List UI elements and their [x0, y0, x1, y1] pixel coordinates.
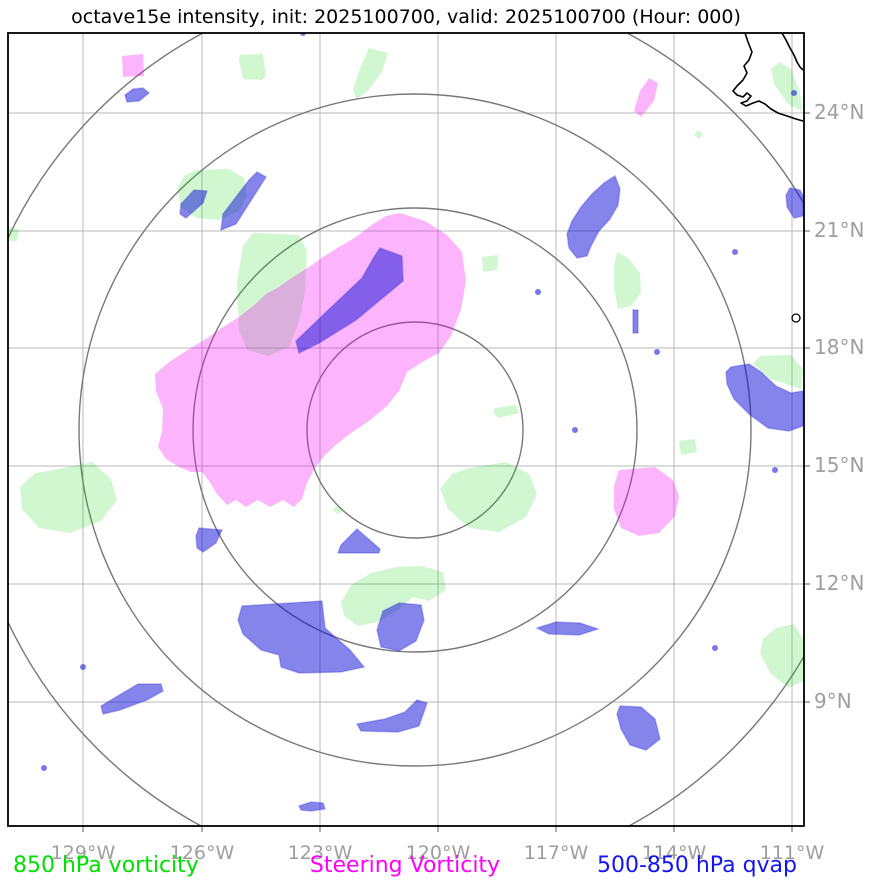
green-patch: [440, 462, 537, 532]
x-tick-label: 111°W: [759, 842, 825, 864]
blue-dot: [791, 90, 797, 96]
blue-dot: [80, 664, 86, 670]
green-patch: [760, 624, 803, 688]
blue-dot: [41, 765, 47, 771]
magenta-patch: [614, 467, 679, 536]
blue-dots: [41, 33, 797, 771]
coastline-path: [781, 33, 804, 71]
plot-border: [7, 32, 805, 827]
blue-patch: [100, 683, 164, 715]
y-tick-label: 12°N: [814, 570, 865, 595]
blue-patch: [295, 247, 404, 355]
blue-patch: [632, 309, 639, 334]
y-tick-label: 18°N: [814, 334, 865, 359]
magenta-patch: [122, 54, 144, 77]
y-tick-label: 15°N: [814, 452, 865, 477]
range-ring: [78, 93, 752, 767]
blue-patch: [725, 363, 804, 432]
magenta-patches: [122, 54, 679, 536]
range-ring: [306, 321, 524, 539]
green-patch: [753, 355, 803, 389]
blue-dot: [572, 427, 578, 433]
blue-dot: [712, 645, 718, 651]
green-patch: [679, 439, 697, 455]
x-tick-label: 123°W: [287, 842, 353, 864]
x-tick-label: 126°W: [169, 842, 235, 864]
blue-patch: [336, 527, 381, 554]
blue-patch: [237, 600, 366, 674]
range-ring: [8, 33, 804, 826]
x-tick-label: 129°W: [50, 842, 116, 864]
blue-patch: [297, 801, 326, 812]
blue-patch: [124, 87, 151, 103]
x-tick-label: 120°W: [405, 842, 471, 864]
y-tick-label: 21°N: [814, 217, 865, 242]
blue-patch: [355, 699, 428, 733]
green-patch: [333, 506, 343, 514]
green-patch: [20, 462, 117, 533]
blue-dot: [535, 289, 541, 295]
blue-patch: [566, 174, 621, 259]
blue-patch: [376, 602, 425, 652]
green-patch: [614, 252, 641, 309]
green-patch: [239, 54, 266, 80]
green-patch: [771, 62, 802, 111]
blue-patch: [535, 621, 601, 636]
green-patch: [482, 255, 498, 272]
blue-patch: [179, 189, 209, 219]
blue-dot: [772, 467, 778, 473]
magenta-patch: [634, 78, 658, 117]
blue-patch: [616, 705, 661, 751]
legend-item-steering-vorticity: Steering Vorticity: [309, 853, 501, 878]
island-outline: [791, 313, 801, 323]
range-ring: [192, 207, 638, 653]
legend-item-850-vorticity: 850 hPa vorticity: [13, 853, 199, 878]
blue-patch: [785, 187, 804, 219]
green-patch: [341, 566, 446, 626]
green-patch: [493, 405, 519, 418]
y-tick-label: 24°N: [814, 99, 865, 124]
green-patch: [237, 233, 307, 356]
green-patch: [8, 226, 19, 241]
range-rings: [8, 33, 804, 826]
blue-patch: [195, 527, 224, 553]
blue-patches: [100, 87, 804, 812]
x-tick-label: 114°W: [641, 842, 707, 864]
legend-item-500-850-qvap: 500-850 hPa qvap: [596, 853, 797, 878]
blue-dot: [654, 349, 660, 355]
tick-marks: [82, 112, 810, 832]
y-tick-label: 9°N: [814, 688, 852, 713]
blue-dot: [732, 249, 738, 255]
legend: 850 hPa vorticity Steering Vorticity 500…: [0, 853, 873, 883]
coastline: [732, 33, 804, 323]
coastline-path: [732, 33, 804, 122]
x-tick-label: 117°W: [523, 842, 589, 864]
green-patch: [353, 48, 388, 99]
green-patch: [694, 130, 703, 139]
chart-title: octave15e intensity, init: 2025100700, v…: [71, 6, 741, 28]
blue-patch: [220, 171, 268, 232]
